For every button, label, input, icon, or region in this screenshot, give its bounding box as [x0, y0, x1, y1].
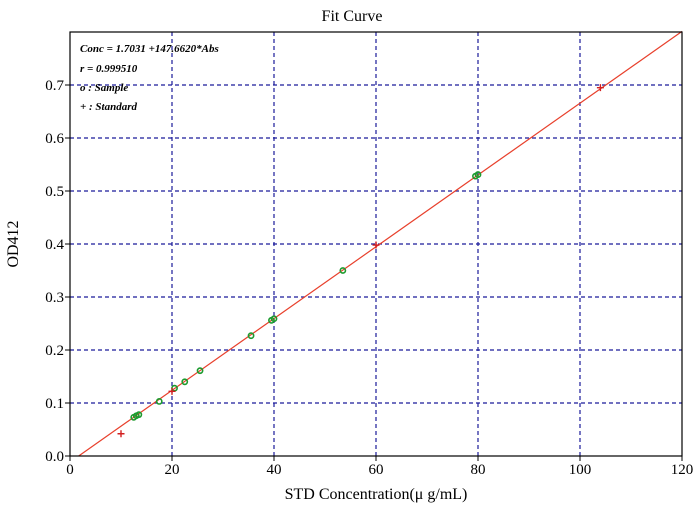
y-axis-label: OD412 — [5, 220, 22, 267]
y-tick-label: 0.6 — [45, 131, 64, 147]
x-tick-label: 40 — [267, 462, 282, 478]
y-tick-label: 0.4 — [45, 237, 64, 253]
x-tick-label: 80 — [471, 462, 486, 478]
standard-point — [596, 84, 604, 92]
grid-lines — [70, 32, 682, 456]
y-tick-label: 0.0 — [45, 449, 64, 465]
x-axis-label: STD Concentration(μ g/mL) — [285, 486, 468, 503]
standard-point — [168, 387, 176, 395]
y-tick-label: 0.7 — [45, 78, 64, 94]
y-tick-label: 0.1 — [45, 396, 64, 412]
chart-title: Fit Curve — [322, 8, 383, 25]
sample-point — [181, 378, 189, 386]
x-tick-label: 60 — [369, 462, 384, 478]
sample-point — [155, 398, 163, 405]
sample-point — [474, 171, 482, 178]
x-tick-label: 20 — [165, 462, 180, 478]
x-tick-label: 100 — [569, 462, 592, 478]
sample-point — [135, 411, 143, 419]
x-tick-label: 0 — [66, 462, 74, 478]
y-tick-label: 0.5 — [45, 184, 64, 200]
fit-line — [78, 30, 683, 457]
y-tick-label: 0.3 — [45, 290, 64, 306]
fit-line-group — [78, 30, 683, 457]
standard-point — [117, 430, 125, 438]
y-tick-label: 0.2 — [45, 343, 64, 359]
legend-sample: o : Sample — [80, 82, 128, 94]
legend-equation: Conc = 1.7031 +147.6620*Abs — [80, 43, 219, 55]
data-points — [117, 84, 604, 438]
standard-point — [372, 241, 380, 249]
x-tick-label: 120 — [671, 462, 694, 478]
sample-point — [247, 332, 255, 340]
legend-correlation: r = 0.999510 — [80, 63, 138, 75]
sample-point — [339, 267, 347, 274]
x-axis-ticks: 0 20 40 60 80 100 120 — [66, 456, 693, 478]
legend-standard: + : Standard — [80, 101, 138, 113]
y-axis-ticks: 0.0 0.1 0.2 0.3 0.4 0.5 0.6 0.7 — [45, 78, 70, 465]
sample-point — [270, 315, 278, 323]
legend: Conc = 1.7031 +147.6620*Abs r = 0.999510… — [80, 43, 219, 113]
sample-point — [196, 367, 204, 375]
